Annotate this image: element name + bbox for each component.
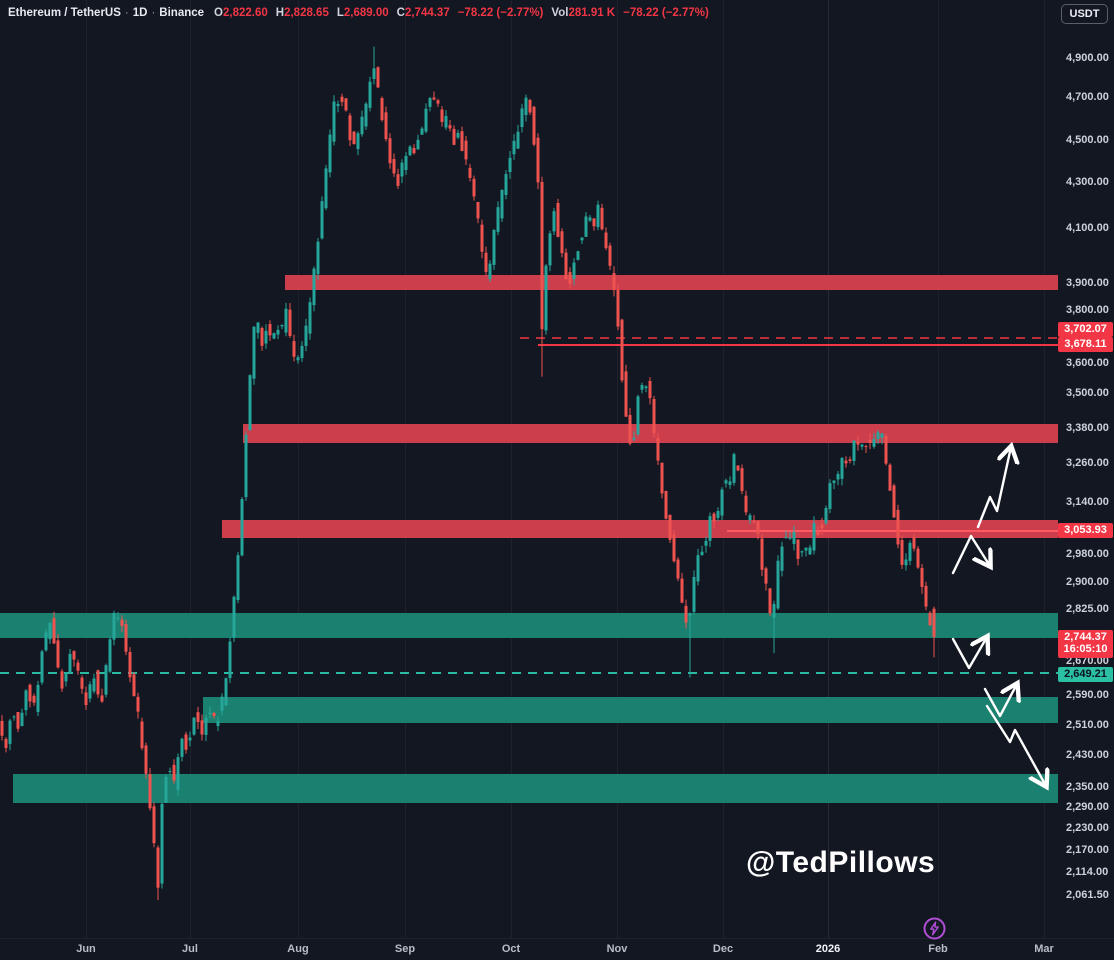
y-axis-tick: 3,140.00	[1066, 496, 1109, 508]
y-axis-tick: 4,500.00	[1066, 134, 1109, 146]
ohlc-close: C2,744.37	[396, 7, 450, 19]
x-axis-label-Oct: Oct	[501, 943, 521, 955]
currency-toggle-button[interactable]: USDT	[1061, 4, 1108, 24]
interval-label: 1D	[132, 7, 148, 19]
x-axis-label-Aug: Aug	[287, 943, 309, 955]
change-value: −78.22 (−2.77%)	[457, 7, 544, 19]
arrow-up-to-3380[interactable]	[976, 447, 1011, 529]
exchange-label: Binance	[159, 7, 205, 19]
arrow-reject-3054[interactable]	[951, 534, 990, 575]
ohlc-high: H2,828.65	[275, 7, 329, 19]
y-axis-tick: 4,100.00	[1066, 222, 1109, 234]
y-axis-tick: 3,380.00	[1066, 422, 1109, 434]
symbol-title[interactable]: Ethereum / TetherUS · 1D · Binance	[8, 7, 205, 19]
gridline-Jun	[86, 0, 87, 938]
y-axis-tick: 2,825.00	[1066, 603, 1109, 615]
gridline-2026	[828, 0, 829, 938]
y-axis-tick: 2,900.00	[1066, 576, 1109, 588]
y-axis-tick: 4,700.00	[1066, 91, 1109, 103]
gridline-Jul	[190, 0, 191, 938]
y-axis-tick: 2,061.50	[1066, 889, 1109, 901]
x-axis-label-Dec: Dec	[712, 943, 734, 955]
price-tag-264921: 2,649.21	[1058, 667, 1113, 682]
y-axis-tick: 3,600.00	[1066, 357, 1109, 369]
y-axis-tick: 2,170.00	[1066, 844, 1109, 856]
watermark: @TedPillows	[746, 846, 936, 879]
x-axis-label-2026: 2026	[815, 943, 841, 955]
lightning-event-icon[interactable]	[921, 915, 948, 942]
x-axis-label-Jun: Jun	[76, 943, 96, 955]
y-axis-tick: 2,670.00	[1066, 655, 1109, 667]
drawn-arrows-layer	[951, 0, 1058, 938]
demand-zone-2550[interactable]	[203, 697, 1058, 723]
supply-zone-3380[interactable]	[243, 424, 1058, 443]
y-axis-tick: 2,510.00	[1066, 719, 1109, 731]
price-axis[interactable]: 4,900.00 4,700.00 4,500.00 4,300.00 4,100.00…	[1058, 0, 1114, 938]
ohlc-low: L2,689.00	[336, 7, 389, 19]
candlestick-chart	[0, 46, 1058, 901]
gridline-Oct	[511, 0, 512, 938]
y-axis-tick: 2,230.00	[1066, 822, 1109, 834]
y-axis-tick: 2,590.00	[1066, 689, 1109, 701]
demand-zone-2350[interactable]	[13, 774, 1058, 803]
y-axis-tick: 3,900.00	[1066, 277, 1109, 289]
y-axis-tick: 4,900.00	[1066, 52, 1109, 64]
x-axis-label-Feb: Feb	[928, 943, 948, 955]
supply-zone-3054[interactable]	[222, 520, 1058, 538]
x-axis-label-Sep: Sep	[394, 943, 416, 955]
supply-zone-3900[interactable]	[285, 275, 1058, 290]
arrow-bounce-2700[interactable]	[951, 637, 987, 670]
price-tag-274437: 2,744.37 16:05:10	[1058, 630, 1113, 658]
price-tag-305393: 3,053.93	[1058, 523, 1113, 538]
y-axis-tick: 3,260.00	[1066, 457, 1109, 469]
price-tag-370207: 3,702.07	[1058, 322, 1113, 337]
y-axis-tick: 4,300.00	[1066, 176, 1109, 188]
y-axis-tick: 2,290.00	[1066, 801, 1109, 813]
price-tag-367811: 3,678.11	[1058, 337, 1113, 352]
chart-area[interactable]: @TedPillows	[0, 0, 1058, 938]
symbol-header: Ethereum / TetherUS · 1D · Binance O2,822.60 H…	[8, 6, 717, 20]
gridline-Nov	[617, 0, 618, 938]
x-axis-label-Nov: Nov	[606, 943, 628, 955]
y-axis-tick: 3,800.00	[1066, 304, 1109, 316]
demand-zone-2800[interactable]	[0, 613, 1058, 638]
arrow-down-to-2350[interactable]	[985, 704, 1046, 786]
candles	[0, 46, 936, 901]
time-axis[interactable]: Jun Jul Aug Sep Oct Nov Dec 2026 Feb Mar	[0, 938, 1114, 960]
x-axis-label-Mar: Mar	[1034, 943, 1054, 955]
gridline-Aug	[298, 0, 299, 938]
ohlc-open: O2,822.60	[214, 7, 268, 19]
arrow-bounce-2550[interactable]	[983, 684, 1017, 718]
gridline-Mar	[1044, 0, 1045, 938]
y-axis-tick: 3,500.00	[1066, 387, 1109, 399]
y-axis-tick: 2,114.00	[1066, 866, 1109, 878]
gridline-Dec	[723, 0, 724, 938]
gridline-Sep	[405, 0, 406, 938]
gridline-Feb	[938, 0, 939, 938]
volume-change: −78.22 (−2.77%)	[623, 7, 709, 19]
volume: Vol281.91 K	[551, 7, 616, 19]
y-axis-tick: 2,350.00	[1066, 781, 1109, 793]
y-axis-tick: 2,430.00	[1066, 749, 1109, 761]
y-axis-tick: 2,980.00	[1066, 548, 1109, 560]
countdown-timer: 16:05:10	[1063, 643, 1108, 655]
x-axis-label-Jul: Jul	[182, 943, 198, 955]
